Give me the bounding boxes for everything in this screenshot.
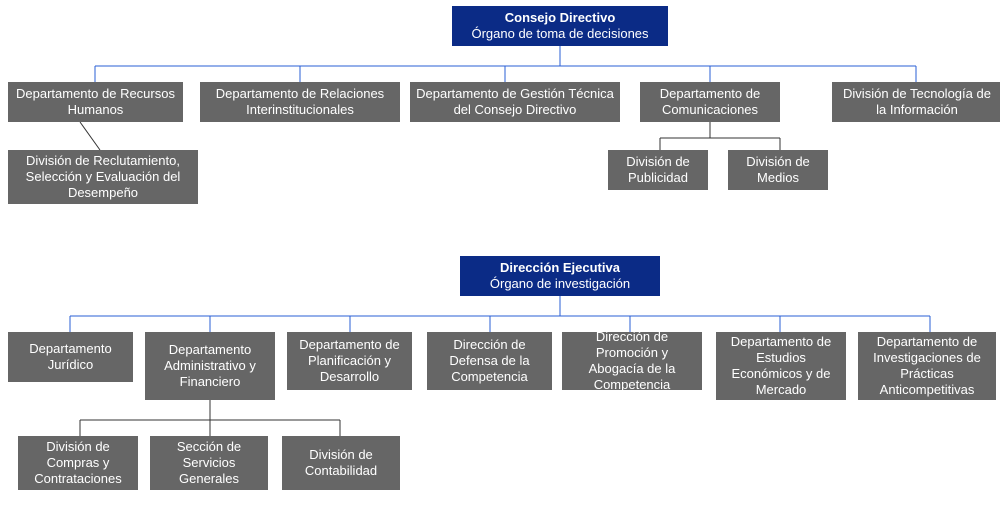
dept-recursos-humanos: Departamento de Recursos Humanos xyxy=(8,82,183,122)
seccion-servicios-generales: Sección de Servicios Generales xyxy=(150,436,268,490)
dept-estudios-economicos: Departamento de Estudios Económicos y de… xyxy=(716,332,846,400)
dept-juridico: Departamento Jurídico xyxy=(8,332,133,382)
division-medios: División de Medios xyxy=(728,150,828,190)
direccion-defensa-competencia: Dirección de Defensa de la Competencia xyxy=(427,332,552,390)
division-publicidad: División de Publicidad xyxy=(608,150,708,190)
dept-planificacion-desarrollo: Departamento de Planificación y Desarrol… xyxy=(287,332,412,390)
direccion-promocion-abogacia: Dirección de Promoción y Abogacía de la … xyxy=(562,332,702,390)
dept-investigaciones-anticompetitivas: Departamento de Investigaciones de Práct… xyxy=(858,332,996,400)
division-reclutamiento: División de Reclutamiento, Selección y E… xyxy=(8,150,198,204)
division-contabilidad: División de Contabilidad xyxy=(282,436,400,490)
dept-relaciones-interinstitucionales: Departamento de Relaciones Interinstituc… xyxy=(200,82,400,122)
dept-comunicaciones: Departamento de Comunicaciones xyxy=(640,82,780,122)
dept-admin-financiero: Departamento Administrativo y Financiero xyxy=(145,332,275,400)
division-compras-contrataciones: División de Compras y Contrataciones xyxy=(18,436,138,490)
root-consejo-directivo: Consejo Directivo Órgano de toma de deci… xyxy=(452,6,668,46)
root1-title: Consejo Directivo xyxy=(505,10,616,26)
dept-tecnologia-informacion: División de Tecnología de la Información xyxy=(832,82,1000,122)
root2-subtitle: Órgano de investigación xyxy=(490,276,630,292)
root-direccion-ejecutiva: Dirección Ejecutiva Órgano de investigac… xyxy=(460,256,660,296)
dept-gestion-tecnica: Departamento de Gestión Técnica del Cons… xyxy=(410,82,620,122)
root1-subtitle: Órgano de toma de decisiones xyxy=(471,26,648,42)
root2-title: Dirección Ejecutiva xyxy=(500,260,620,276)
